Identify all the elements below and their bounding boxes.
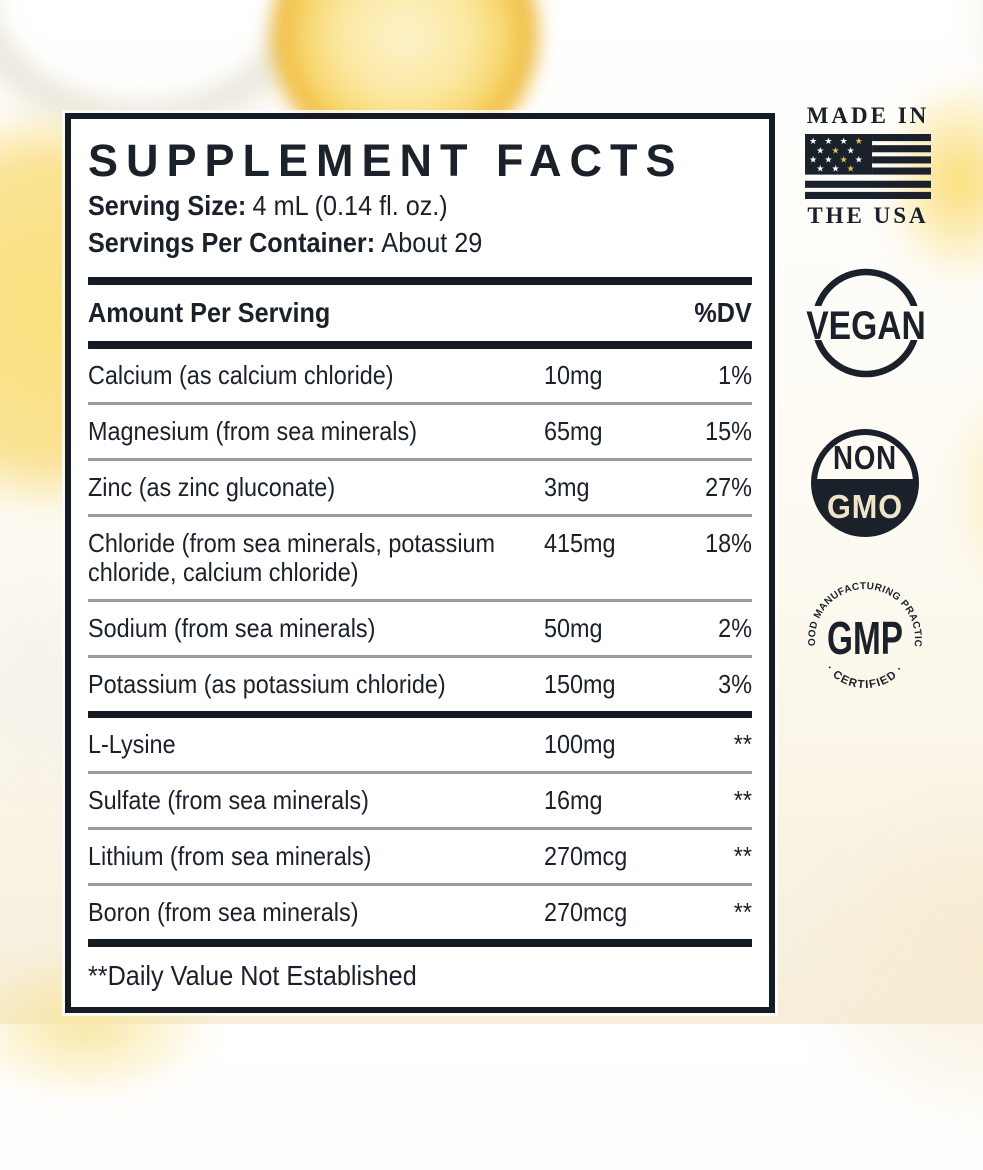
non-label: NON bbox=[833, 439, 897, 476]
nutrient-amount: 415mg bbox=[544, 528, 616, 558]
svg-text:★: ★ bbox=[847, 145, 855, 155]
nutrient-name: Zinc (as zinc gluconate) bbox=[88, 472, 336, 502]
table-row: Boron (from sea minerals) 270mcg ** bbox=[88, 883, 752, 939]
us-flag-icon: ★ ★ ★ ★ ★ ★ ★ ★ ★ ★ ★ ★ ★ ★ bbox=[805, 134, 931, 199]
vegan-label: VEGAN bbox=[806, 304, 926, 348]
made-in-label: MADE IN bbox=[806, 103, 930, 128]
nutrient-amount: 150mg bbox=[544, 669, 616, 699]
nutrient-amount: 65mg bbox=[544, 416, 603, 446]
the-usa-label: THE USA bbox=[807, 203, 929, 228]
nutrient-name: Calcium (as calcium chloride) bbox=[88, 360, 394, 390]
table-row: Sodium (from sea minerals) 50mg 2% bbox=[88, 599, 752, 655]
nutrient-amount: 270mcg bbox=[544, 841, 628, 871]
nutrient-dv: 18% bbox=[705, 528, 752, 558]
svg-text:★: ★ bbox=[824, 154, 832, 164]
nutrient-amount: 10mg bbox=[544, 360, 603, 390]
nutrient-dv: 15% bbox=[705, 416, 752, 446]
svg-text:★: ★ bbox=[831, 145, 839, 155]
svg-text:★: ★ bbox=[840, 136, 848, 146]
svg-text:★: ★ bbox=[840, 154, 848, 164]
divider-thick bbox=[88, 341, 752, 349]
svg-text:★: ★ bbox=[824, 136, 832, 146]
servings-per-container-line: Servings Per Container: About 29 bbox=[88, 224, 482, 261]
table-row: L-Lysine 100mg ** bbox=[88, 718, 752, 771]
nutrient-amount: 16mg bbox=[544, 785, 603, 815]
nutrient-dv: ** bbox=[733, 785, 752, 815]
servings-per-container-label: Servings Per Container: bbox=[88, 227, 376, 258]
servings-per-container-value: About 29 bbox=[381, 227, 483, 258]
nutrient-amount: 100mg bbox=[544, 729, 616, 759]
svg-text:★: ★ bbox=[855, 154, 863, 164]
nutrient-name: Potassium (as potassium chloride) bbox=[88, 669, 446, 699]
serving-size-line: Serving Size: 4 mL (0.14 fl. oz.) bbox=[88, 187, 448, 224]
nutrient-name: Boron (from sea minerals) bbox=[88, 897, 359, 927]
table-row: Zinc (as zinc gluconate) 3mg 27% bbox=[88, 458, 752, 514]
nutrient-name: Magnesium (from sea minerals) bbox=[88, 416, 418, 446]
table-header: Amount Per Serving %DV bbox=[88, 285, 752, 341]
gmp-badge: GOOD MANUFACTURING PRACTICE · CERTIFIED … bbox=[793, 567, 933, 703]
made-in-usa-badge: MADE IN ★ ★ ★ ★ ★ ★ ★ ★ ★ ★ ★ ★ ★ ★ THE USA bbox=[805, 103, 931, 229]
amount-per-serving-header: Amount Per Serving bbox=[88, 297, 331, 328]
table-row: Lithium (from sea minerals) 270mcg ** bbox=[88, 827, 752, 883]
table-row: Calcium (as calcium chloride) 10mg 1% bbox=[88, 349, 752, 402]
serving-size-label: Serving Size: bbox=[88, 190, 247, 221]
svg-text:· CERTIFIED ·: · CERTIFIED · bbox=[824, 663, 907, 691]
nutrient-dv: ** bbox=[733, 729, 752, 759]
nutrient-dv: 27% bbox=[705, 472, 752, 502]
svg-text:★: ★ bbox=[847, 164, 855, 174]
daily-value-footnote: **Daily Value Not Established bbox=[88, 960, 417, 991]
glass-shape bbox=[740, 740, 983, 1170]
nutrient-amount: 270mcg bbox=[544, 897, 628, 927]
svg-text:★: ★ bbox=[816, 164, 824, 174]
svg-text:★: ★ bbox=[809, 136, 817, 146]
non-gmo-badge: NON GMO bbox=[806, 427, 924, 541]
non-gmo-circle-icon: NON GMO bbox=[811, 429, 919, 537]
table-row: Sulfate (from sea minerals) 16mg ** bbox=[88, 771, 752, 827]
divider-thick bbox=[88, 939, 752, 947]
dv-header: %DV bbox=[694, 297, 752, 328]
divider-thick bbox=[88, 711, 752, 718]
gmo-label: GMO bbox=[827, 488, 903, 525]
svg-text:★: ★ bbox=[809, 154, 817, 164]
nutrient-dv: 1% bbox=[718, 360, 752, 390]
supplement-facts-panel: SUPPLEMENT FACTS Serving Size: 4 mL (0.14… bbox=[65, 113, 775, 1013]
table-row: Chloride (from sea minerals, potassium c… bbox=[88, 514, 752, 599]
svg-text:★: ★ bbox=[831, 164, 839, 174]
nutrient-amount: 50mg bbox=[544, 613, 603, 643]
nutrient-name: Lithium (from sea minerals) bbox=[88, 841, 372, 871]
nutrient-name: Sodium (from sea minerals) bbox=[88, 613, 376, 643]
nutrient-amount: 3mg bbox=[544, 472, 590, 502]
serving-size-value: 4 mL (0.14 fl. oz.) bbox=[252, 190, 448, 221]
nutrient-name: Sulfate (from sea minerals) bbox=[88, 785, 369, 815]
vegan-circle-icon bbox=[811, 268, 921, 378]
nutrient-dv: 2% bbox=[718, 613, 752, 643]
table-row: Potassium (as potassium chloride) 150mg … bbox=[88, 655, 752, 711]
divider-thick bbox=[88, 277, 752, 285]
gmp-seal-icon: GOOD MANUFACTURING PRACTICE · CERTIFIED … bbox=[793, 567, 923, 691]
gmp-arc-bottom-label: · CERTIFIED · bbox=[824, 663, 906, 691]
nutrient-dv: 3% bbox=[718, 669, 752, 699]
nutrient-dv: ** bbox=[733, 897, 752, 927]
nutrient-dv: ** bbox=[733, 841, 752, 871]
table-row: Magnesium (from sea minerals) 65mg 15% bbox=[88, 402, 752, 458]
gmp-center-label: GMP bbox=[827, 612, 903, 664]
nutrient-name: L-Lysine bbox=[88, 729, 176, 759]
svg-text:★: ★ bbox=[816, 145, 824, 155]
nutrient-name: Chloride (from sea minerals, potassium c… bbox=[88, 528, 496, 587]
panel-title: SUPPLEMENT FACTS bbox=[88, 135, 684, 186]
svg-text:★: ★ bbox=[855, 136, 863, 146]
vegan-badge: VEGAN bbox=[802, 264, 930, 382]
